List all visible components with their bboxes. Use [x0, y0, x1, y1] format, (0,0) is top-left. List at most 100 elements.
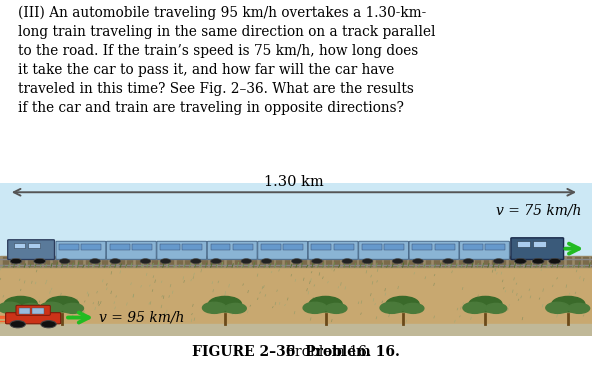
- Circle shape: [46, 296, 79, 312]
- FancyBboxPatch shape: [459, 241, 510, 259]
- Circle shape: [469, 296, 502, 312]
- Bar: [218, 257, 223, 266]
- Bar: [169, 257, 173, 266]
- Bar: [334, 244, 353, 250]
- FancyBboxPatch shape: [511, 238, 564, 259]
- Bar: [94, 257, 99, 266]
- Bar: [0, 257, 592, 336]
- Circle shape: [291, 259, 302, 264]
- Circle shape: [191, 259, 201, 264]
- Bar: [533, 257, 538, 266]
- Bar: [111, 257, 115, 266]
- Bar: [185, 257, 190, 266]
- Bar: [160, 244, 180, 250]
- Circle shape: [392, 259, 403, 264]
- Bar: [558, 257, 563, 266]
- Bar: [20, 257, 24, 266]
- Bar: [533, 241, 546, 247]
- Bar: [194, 257, 198, 266]
- Circle shape: [413, 259, 423, 264]
- Bar: [53, 257, 57, 266]
- Text: (III) An automobile traveling 95 km/h overtakes a 1.30-km-
long train traveling : (III) An automobile traveling 95 km/h ov…: [18, 6, 435, 115]
- Circle shape: [326, 303, 347, 313]
- Circle shape: [546, 302, 570, 313]
- Circle shape: [10, 258, 22, 264]
- Bar: [463, 244, 482, 250]
- Bar: [525, 257, 530, 266]
- Bar: [583, 257, 588, 266]
- Bar: [311, 244, 332, 250]
- Circle shape: [0, 302, 22, 313]
- Circle shape: [311, 259, 322, 264]
- Circle shape: [463, 302, 487, 313]
- Circle shape: [110, 259, 121, 264]
- Bar: [14, 243, 25, 248]
- Text: v = 75 km/h: v = 75 km/h: [496, 204, 581, 218]
- Bar: [59, 244, 79, 250]
- Bar: [362, 244, 382, 250]
- Circle shape: [89, 259, 100, 264]
- FancyBboxPatch shape: [308, 241, 358, 259]
- Text: v = 95 km/h: v = 95 km/h: [99, 311, 185, 325]
- Bar: [442, 257, 447, 266]
- Bar: [326, 257, 331, 266]
- Bar: [376, 257, 381, 266]
- Bar: [233, 244, 253, 250]
- Bar: [160, 257, 165, 266]
- Circle shape: [485, 303, 507, 313]
- Bar: [459, 257, 464, 266]
- Bar: [500, 257, 505, 266]
- Bar: [285, 257, 289, 266]
- Bar: [368, 257, 372, 266]
- Bar: [517, 241, 530, 247]
- Circle shape: [532, 258, 544, 264]
- Bar: [86, 257, 91, 266]
- Bar: [69, 257, 74, 266]
- Bar: [435, 244, 455, 250]
- Circle shape: [443, 259, 453, 264]
- Circle shape: [303, 302, 327, 313]
- Bar: [177, 257, 182, 266]
- Bar: [102, 257, 107, 266]
- Bar: [475, 257, 480, 266]
- Bar: [359, 257, 364, 266]
- Circle shape: [41, 320, 56, 328]
- Circle shape: [386, 296, 419, 312]
- Bar: [78, 257, 82, 266]
- Bar: [110, 244, 130, 250]
- Bar: [227, 257, 231, 266]
- Bar: [318, 257, 323, 266]
- Bar: [144, 257, 149, 266]
- Text: Problem 16.: Problem 16.: [220, 345, 372, 359]
- Bar: [61, 257, 66, 266]
- Bar: [0, 256, 592, 267]
- Bar: [392, 257, 397, 266]
- FancyBboxPatch shape: [6, 313, 61, 324]
- Text: FIGURE 2–36  Problem 16.: FIGURE 2–36 Problem 16.: [192, 345, 400, 359]
- Bar: [509, 257, 513, 266]
- Bar: [82, 244, 101, 250]
- Bar: [127, 257, 132, 266]
- Circle shape: [493, 259, 504, 264]
- FancyBboxPatch shape: [16, 305, 50, 315]
- Bar: [485, 244, 505, 250]
- Bar: [384, 257, 389, 266]
- Bar: [11, 257, 16, 266]
- Bar: [351, 257, 356, 266]
- Circle shape: [202, 302, 226, 313]
- Circle shape: [40, 302, 63, 313]
- Bar: [243, 257, 248, 266]
- Bar: [28, 243, 40, 248]
- Bar: [310, 257, 314, 266]
- FancyBboxPatch shape: [359, 241, 408, 259]
- Text: 1.30 km: 1.30 km: [264, 175, 323, 189]
- Bar: [301, 257, 306, 266]
- FancyBboxPatch shape: [56, 241, 106, 259]
- Circle shape: [261, 259, 272, 264]
- Bar: [119, 257, 124, 266]
- Bar: [401, 257, 406, 266]
- Bar: [413, 244, 432, 250]
- Bar: [136, 257, 140, 266]
- Bar: [3, 257, 8, 266]
- Circle shape: [211, 259, 221, 264]
